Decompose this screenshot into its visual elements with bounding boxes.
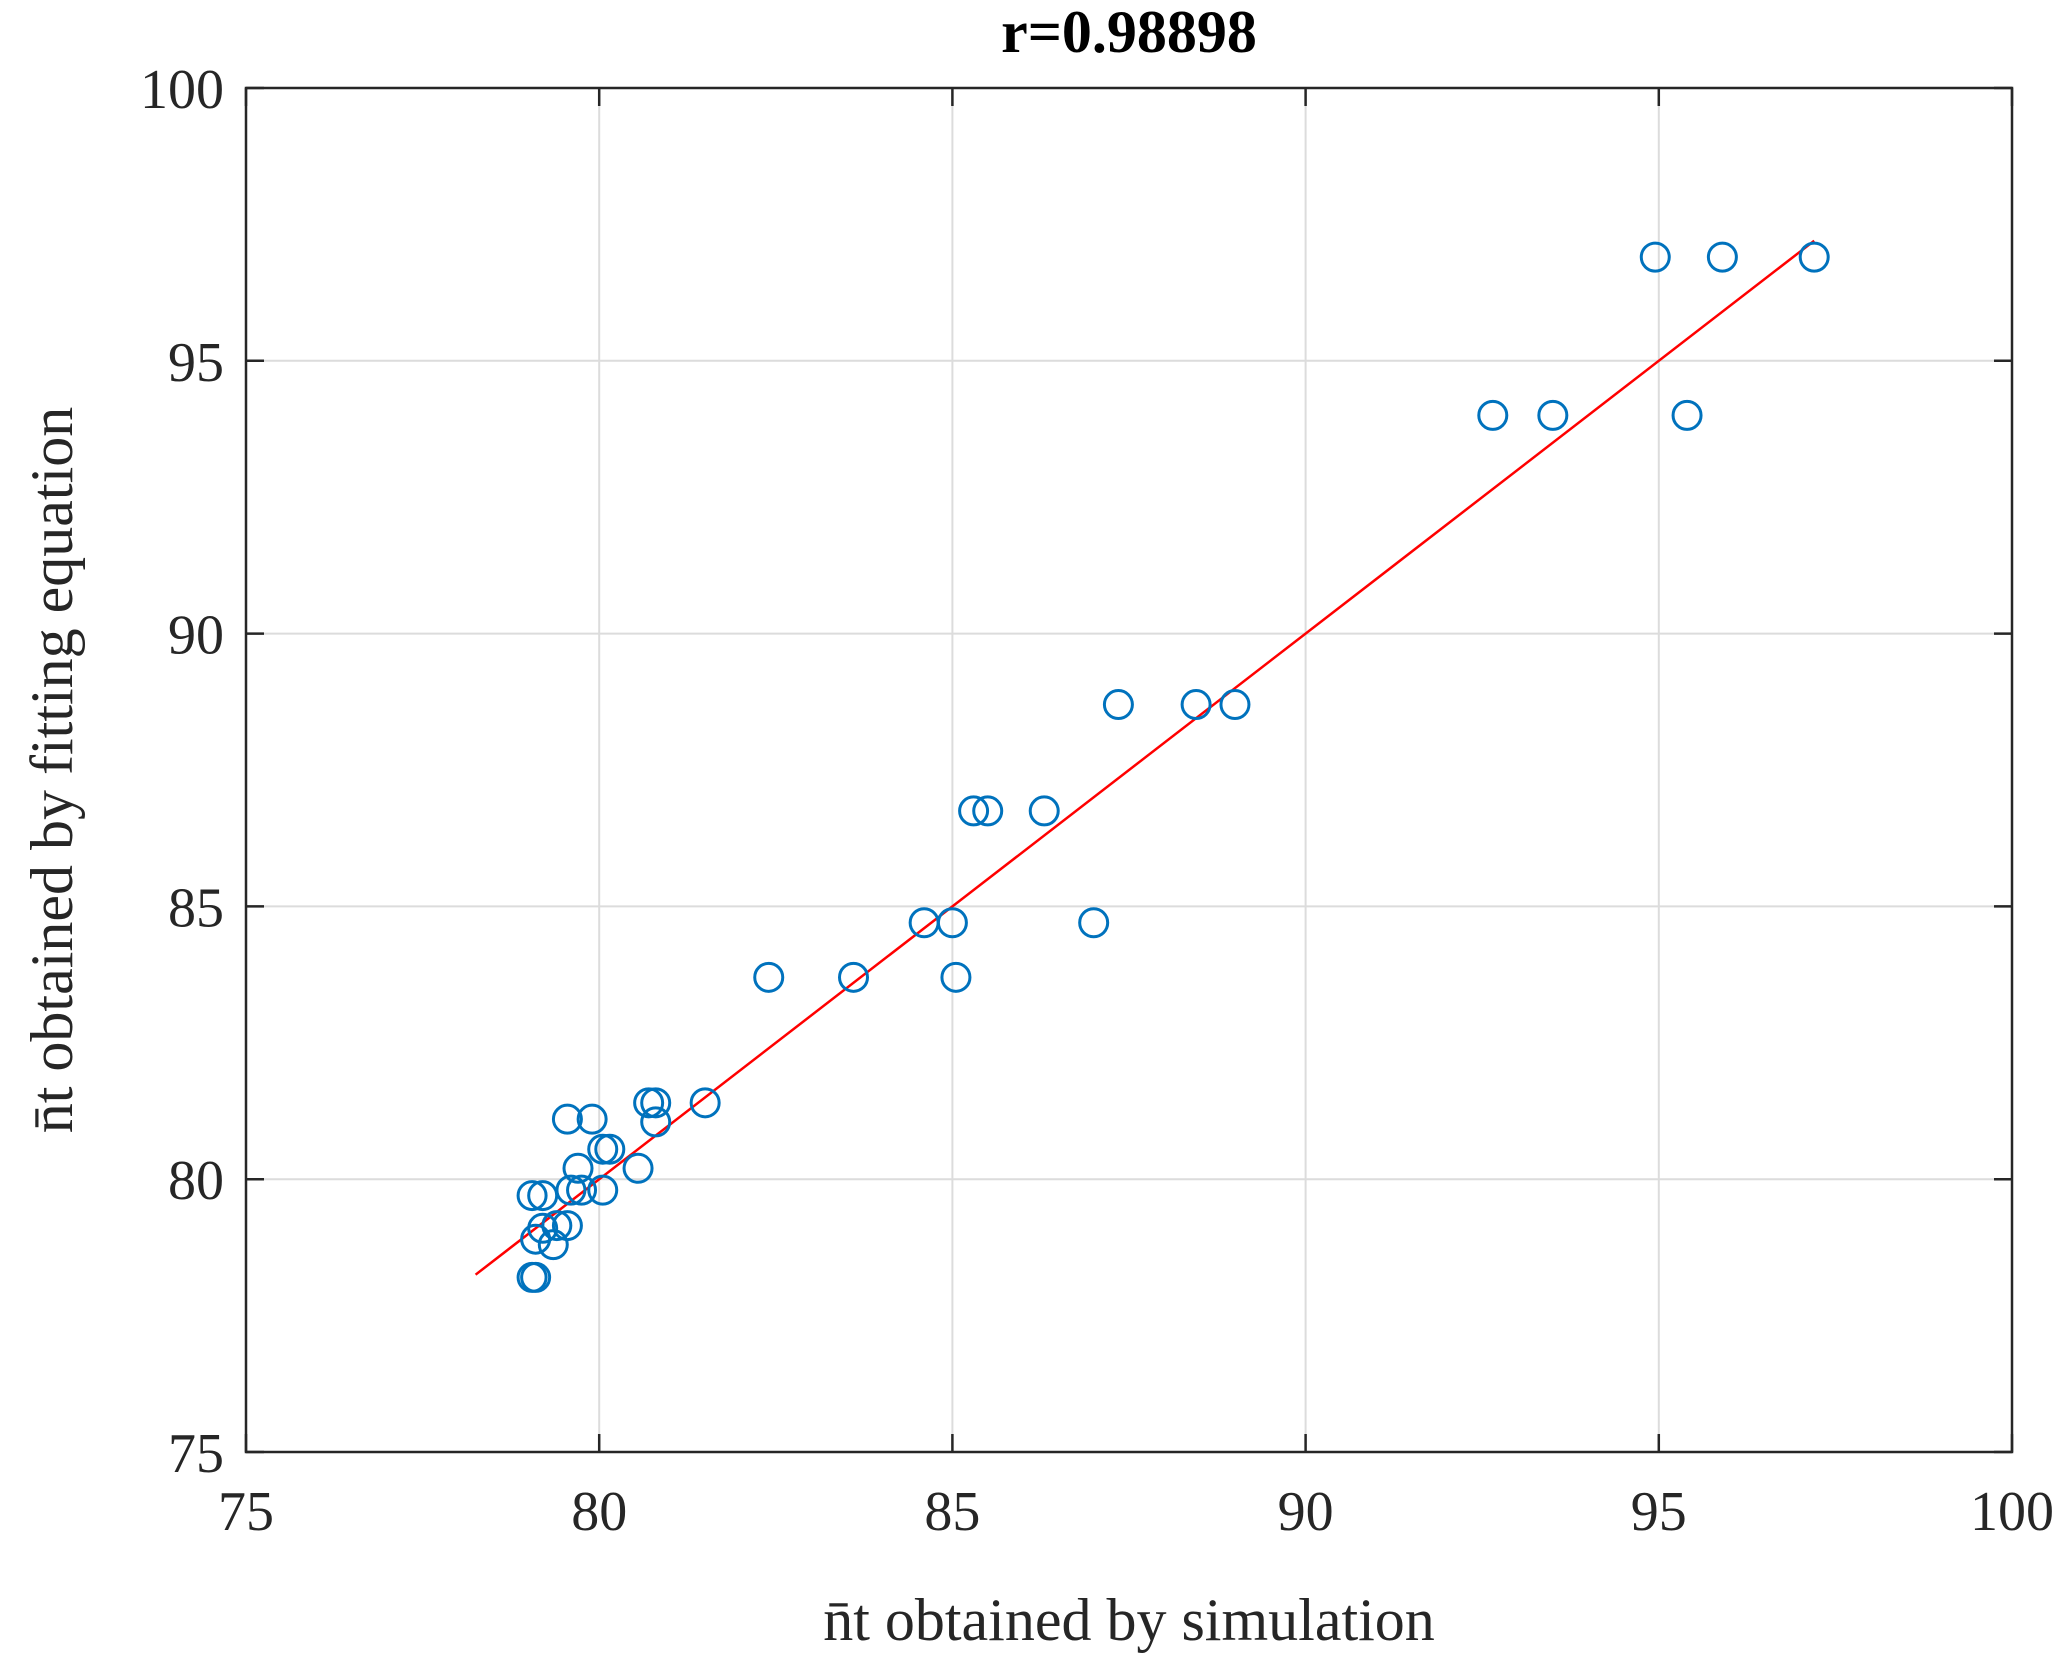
data-point xyxy=(1078,907,1110,939)
data-point xyxy=(566,1174,598,1206)
data-point xyxy=(1180,689,1212,721)
x-tick-label: 85 xyxy=(924,1481,980,1543)
data-points xyxy=(516,241,1830,1293)
data-point xyxy=(541,1210,573,1242)
data-point xyxy=(537,1229,569,1261)
data-point xyxy=(551,1103,583,1135)
x-axis-label: n̄t obtained by simulation xyxy=(823,1587,1435,1653)
data-point xyxy=(940,961,972,993)
data-point xyxy=(1706,241,1738,273)
data-point xyxy=(516,1180,548,1212)
data-point xyxy=(640,1106,672,1138)
y-axis-label: n̄t obtained by fitting equation xyxy=(19,407,85,1134)
data-point xyxy=(838,961,870,993)
data-point xyxy=(689,1087,721,1119)
data-point xyxy=(562,1152,594,1184)
data-point xyxy=(622,1152,654,1184)
data-point xyxy=(555,1174,587,1206)
x-tick-label: 75 xyxy=(218,1481,274,1543)
axis-ticks xyxy=(244,86,2014,1454)
data-point xyxy=(594,1133,626,1165)
chart-title: r=0.98898 xyxy=(1001,0,1257,65)
x-tick-label: 80 xyxy=(571,1481,627,1543)
plot-frame xyxy=(244,86,2014,1454)
y-tick-label: 90 xyxy=(168,605,224,667)
fit-line xyxy=(474,239,1815,1276)
data-point xyxy=(633,1087,665,1119)
y-tick-label: 95 xyxy=(168,332,224,394)
x-tick-label: 100 xyxy=(1970,1481,2054,1543)
y-tick-label: 75 xyxy=(168,1423,224,1485)
data-point xyxy=(958,795,990,827)
data-point xyxy=(516,1261,548,1293)
data-point xyxy=(972,795,1004,827)
data-point xyxy=(1798,241,1830,273)
data-point xyxy=(1219,689,1251,721)
data-point xyxy=(587,1133,619,1165)
data-point xyxy=(1028,795,1060,827)
x-tick-label: 95 xyxy=(1631,1481,1687,1543)
data-point xyxy=(1671,399,1703,431)
data-point xyxy=(551,1210,583,1242)
data-point xyxy=(527,1212,559,1244)
data-point xyxy=(576,1103,608,1135)
data-point xyxy=(936,907,968,939)
data-point xyxy=(1477,399,1509,431)
y-tick-label: 100 xyxy=(140,59,224,121)
data-point xyxy=(1537,399,1569,431)
data-point xyxy=(753,961,785,993)
x-tick-label: 90 xyxy=(1278,1481,1334,1543)
data-point xyxy=(1102,689,1134,721)
y-tick-labels: 75 80 85 90 95 100 xyxy=(140,59,224,1485)
x-tick-labels: 75 80 85 90 95 100 xyxy=(218,1481,2054,1543)
data-point xyxy=(908,907,940,939)
data-point xyxy=(640,1087,672,1119)
data-point xyxy=(1639,241,1671,273)
y-tick-label: 80 xyxy=(168,1150,224,1212)
data-point xyxy=(587,1174,619,1206)
y-tick-label: 85 xyxy=(168,877,224,939)
